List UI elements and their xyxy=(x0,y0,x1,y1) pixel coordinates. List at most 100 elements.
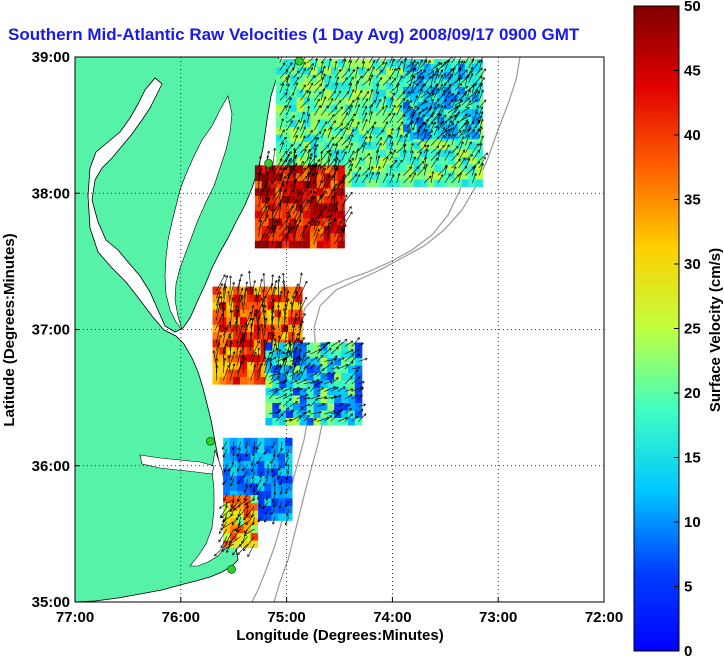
velocity-arrow-head xyxy=(372,60,375,62)
velocity-arrow-head xyxy=(240,297,242,300)
velocity-arrow xyxy=(362,112,367,124)
velocity-arrow-head xyxy=(379,69,383,72)
velocity-arrow-head xyxy=(393,149,396,152)
speed-cell xyxy=(276,156,284,165)
velocity-arrow-head xyxy=(383,96,386,99)
velocity-arrow-head xyxy=(350,82,353,86)
velocity-arrow-head xyxy=(466,69,468,73)
velocity-arrow-head xyxy=(396,160,398,163)
velocity-arrow xyxy=(454,83,462,91)
velocity-arrow-head xyxy=(358,349,360,352)
velocity-arrow-head xyxy=(335,143,338,146)
velocity-arrow-head xyxy=(238,350,242,353)
velocity-arrow-head xyxy=(340,123,343,125)
speed-cell xyxy=(257,460,265,469)
velocity-arrow xyxy=(440,127,445,136)
velocity-arrow-head xyxy=(412,142,414,146)
velocity-arrow xyxy=(270,333,274,351)
velocity-arrow xyxy=(368,89,373,101)
velocity-arrow-head xyxy=(345,55,347,56)
velocity-arrow-head xyxy=(336,366,340,370)
velocity-arrow xyxy=(396,67,401,79)
velocity-arrow xyxy=(299,221,310,237)
velocity-arrow xyxy=(451,57,456,64)
velocity-arrow xyxy=(286,471,290,481)
velocity-arrow xyxy=(262,479,269,486)
velocity-arrow xyxy=(333,220,342,237)
velocity-arrow xyxy=(468,121,475,129)
velocity-arrow-head xyxy=(226,550,229,553)
velocity-arrow-head xyxy=(294,163,298,165)
velocity-arrow-head xyxy=(281,118,284,121)
speed-cell xyxy=(471,101,480,110)
velocity-arrow-head xyxy=(476,143,479,146)
velocity-arrow-head xyxy=(228,275,231,279)
velocity-arrow-head xyxy=(317,220,320,223)
velocity-arrow-head xyxy=(237,553,241,556)
velocity-arrow-head xyxy=(274,390,277,392)
velocity-arrow xyxy=(258,167,262,185)
velocity-arrow-head xyxy=(244,502,247,506)
speed-cell xyxy=(323,172,332,181)
velocity-arrow xyxy=(468,91,477,99)
velocity-arrow-head xyxy=(341,403,343,406)
speed-cell xyxy=(351,141,360,150)
velocity-arrow-head xyxy=(273,492,276,495)
velocity-arrow-head xyxy=(274,343,277,346)
speed-cell xyxy=(330,172,338,181)
velocity-arrow-head xyxy=(312,173,314,176)
speed-cell xyxy=(289,59,298,68)
y-tick-label: 39:00 xyxy=(32,49,70,66)
velocity-arrow-head xyxy=(283,105,287,108)
velocity-arrow-head xyxy=(324,66,326,69)
velocity-arrow-head xyxy=(337,347,339,350)
velocity-arrow xyxy=(292,179,297,200)
velocity-arrow-head xyxy=(425,149,428,152)
velocity-arrow-head xyxy=(371,171,374,175)
velocity-arrow xyxy=(410,67,416,79)
velocity-arrow xyxy=(272,224,276,245)
speed-cell xyxy=(464,78,473,87)
velocity-arrow-head xyxy=(281,290,283,294)
velocity-arrow-head xyxy=(267,171,270,174)
velocity-arrow-head xyxy=(288,342,291,345)
velocity-arrow-head xyxy=(284,150,288,153)
speed-cell xyxy=(276,111,284,120)
velocity-arrow xyxy=(300,126,306,139)
velocity-arrow xyxy=(313,164,320,185)
velocity-arrow xyxy=(433,103,440,113)
speed-cell xyxy=(468,171,477,180)
velocity-arrow xyxy=(417,99,426,109)
velocity-arrow-head xyxy=(344,194,347,197)
velocity-arrow-head xyxy=(300,358,303,362)
speed-cell xyxy=(379,141,387,150)
velocity-arrow-head xyxy=(248,317,252,320)
velocity-arrow-head xyxy=(456,91,460,94)
velocity-arrow xyxy=(243,486,248,493)
velocity-arrow xyxy=(478,57,484,64)
speed-cell xyxy=(289,141,298,150)
velocity-arrow-head xyxy=(318,195,322,198)
velocity-arrow-head xyxy=(288,226,291,229)
speed-cell xyxy=(330,232,338,241)
velocity-arrow-head xyxy=(349,191,353,194)
velocity-arrow-head xyxy=(455,106,458,110)
velocity-arrow-head xyxy=(371,125,374,129)
plot-area: 77:00 76:00 75:00 74:00 73:00 72:00 35:0036:0… xyxy=(32,49,624,626)
velocity-arrow-head xyxy=(416,107,420,109)
velocity-arrow xyxy=(286,105,291,116)
velocity-arrow xyxy=(299,224,307,245)
velocity-arrow-head xyxy=(393,77,396,80)
speed-cell xyxy=(409,93,418,102)
velocity-arrow xyxy=(368,60,376,71)
velocity-arrow-head xyxy=(235,340,238,344)
velocity-arrow xyxy=(244,528,255,536)
velocity-arrow-head xyxy=(272,298,275,301)
speed-cell xyxy=(461,178,470,188)
velocity-arrow-head xyxy=(479,59,483,63)
velocity-arrow-head xyxy=(311,380,315,382)
velocity-arrow xyxy=(475,128,480,136)
velocity-arrow-head xyxy=(362,387,364,391)
velocity-arrow-head xyxy=(459,61,461,64)
